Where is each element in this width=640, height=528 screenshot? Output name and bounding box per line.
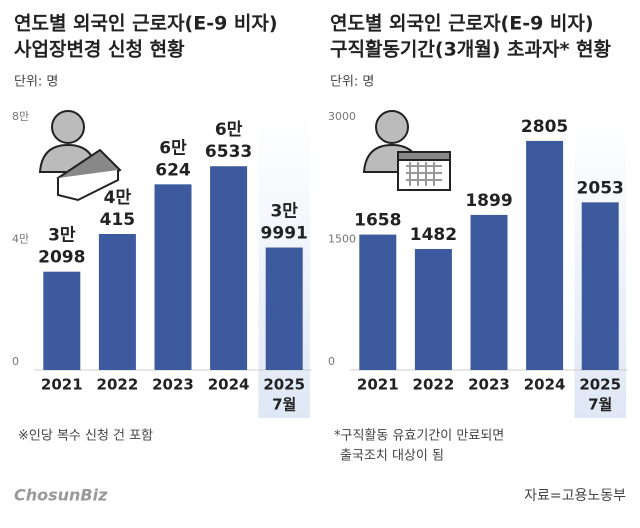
bar	[581, 202, 619, 370]
bar	[43, 271, 81, 370]
x-tick-label: 7월	[588, 396, 612, 414]
x-tick-label: 2024	[524, 376, 566, 394]
x-tick-label: 2023	[152, 376, 194, 394]
value-label: 3만	[48, 226, 76, 246]
value-label: 1658	[354, 211, 401, 231]
x-tick-label: 2021	[357, 376, 399, 394]
value-label: 1899	[465, 191, 512, 211]
source: 자료=고용노동부	[524, 488, 626, 504]
bar	[526, 140, 564, 370]
x-tick-label: 2025	[263, 376, 305, 394]
y-tick-label: 4만	[12, 233, 29, 246]
bar	[414, 248, 452, 370]
person-calendar-icon	[362, 110, 451, 191]
bar	[265, 247, 303, 370]
y-tick-label: 8만	[12, 110, 29, 123]
value-label: 1482	[410, 225, 457, 245]
value-label: 2098	[38, 248, 85, 268]
x-tick-label: 2023	[468, 376, 510, 394]
value-label: 624	[155, 160, 191, 180]
chart-title: 구직활동기간(3개월) 초과자* 현황	[330, 38, 612, 61]
chart-title: 사업장변경 신청 현황	[14, 38, 185, 61]
x-tick-label: 2022	[97, 376, 139, 394]
value-label: 6만	[215, 120, 243, 140]
bar	[98, 233, 136, 370]
y-tick-label: 3000	[328, 110, 356, 123]
x-tick-label: 2025	[579, 376, 621, 394]
bar	[470, 214, 508, 370]
chart-title: 연도별 외국인 근로자(E-9 비자)	[14, 13, 278, 35]
value-label: 9991	[261, 224, 308, 244]
chart-title: 연도별 외국인 근로자(E-9 비자)	[330, 13, 594, 35]
value-label: 3만	[270, 202, 298, 222]
note: ※인당 복수 신청 건 포함	[18, 429, 153, 444]
x-tick-label: 7월	[272, 396, 296, 414]
value-label: 415	[100, 210, 136, 230]
value-label: 2053	[577, 178, 624, 198]
value-label: 6만	[159, 138, 187, 158]
value-label: 4만	[104, 188, 132, 208]
x-tick-label: 2022	[413, 376, 455, 394]
person-house-icon	[38, 110, 122, 202]
unit-label: 단위: 명	[330, 75, 374, 90]
x-tick-label: 2024	[208, 376, 250, 394]
unit-label: 단위: 명	[14, 75, 58, 90]
y-tick-label: 1500	[328, 233, 356, 246]
value-label: 6533	[205, 142, 252, 162]
note: *구직활동 유효기간이 만료되면	[334, 429, 504, 444]
y-tick-label: 0	[328, 355, 335, 368]
x-tick-label: 2021	[41, 376, 83, 394]
y-tick-label: 0	[12, 355, 19, 368]
bar	[359, 234, 397, 370]
value-label: 2805	[521, 117, 568, 137]
logo: ChosunBiz	[14, 486, 108, 505]
bar	[154, 184, 192, 370]
note: 출국조치 대상이 됨	[340, 449, 444, 464]
bar	[210, 166, 248, 370]
